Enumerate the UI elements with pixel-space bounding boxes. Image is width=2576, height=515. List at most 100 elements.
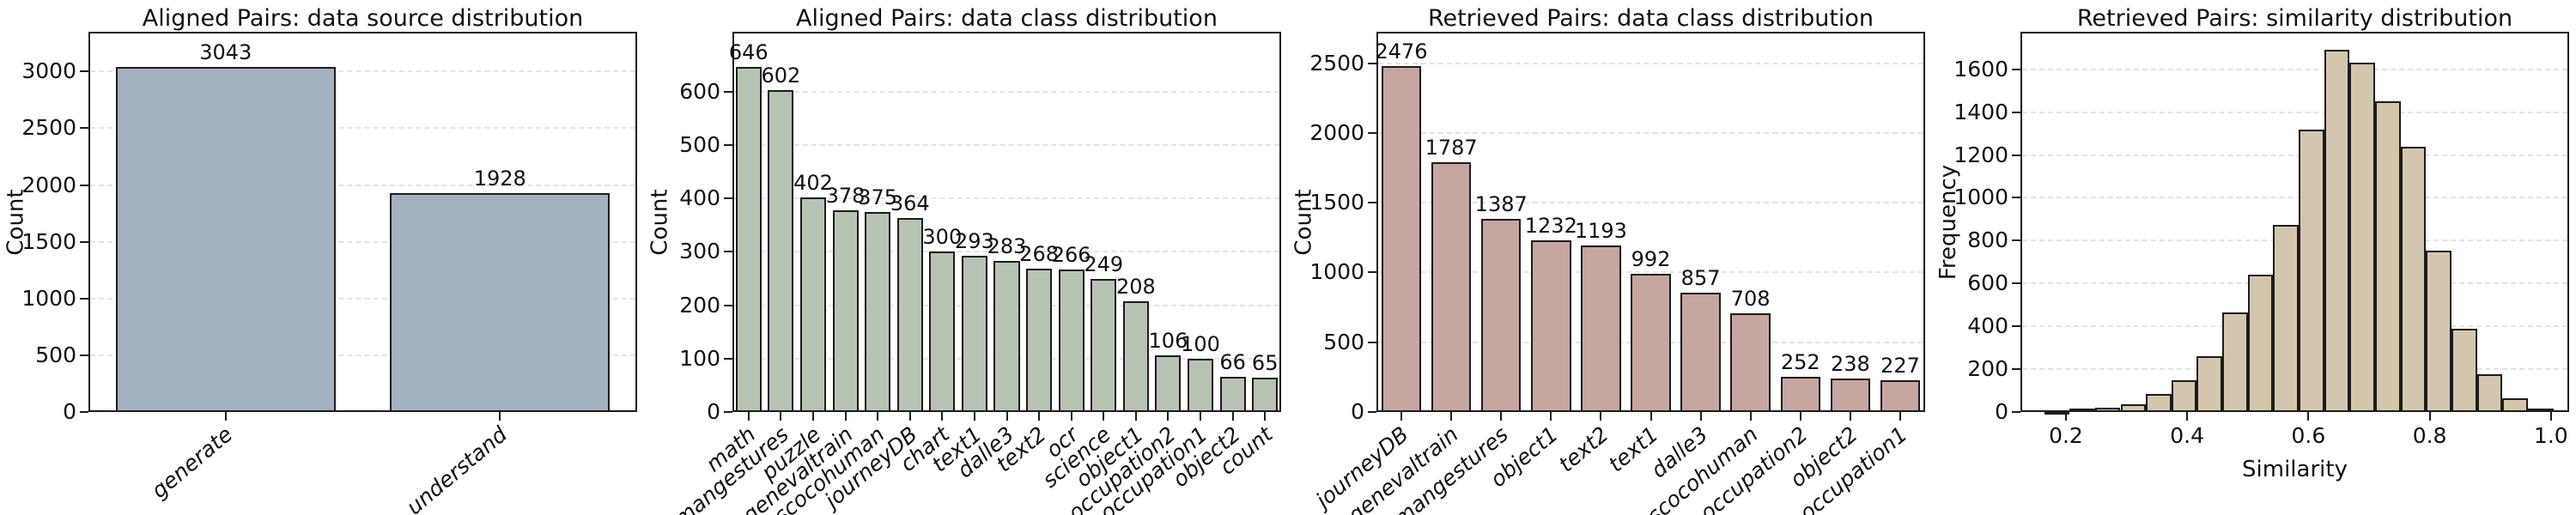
y-tick-mark [724,251,732,253]
histogram-bar [2299,129,2324,412]
subplot-aligned-class-distribution: Aligned Pairs: data class distribution C… [644,0,1288,515]
plot-frame [88,32,637,412]
bar [735,67,762,412]
bar-value-label: 378 [825,183,866,208]
bar-value-label: 992 [1631,246,1671,271]
histogram-bar [2375,101,2401,412]
y-tick-label: 2500 [1309,50,1364,76]
histogram-bar [2094,408,2121,412]
grid-line [90,70,635,73]
bar [1155,355,1182,412]
y-tick-mark [2012,197,2020,199]
bar-value-label: 1928 [473,167,526,191]
x-tick-mark [1231,412,1234,421]
x-tick-mark [1799,412,1801,421]
bar [1480,218,1522,412]
histogram-bar [2120,404,2147,412]
bar [1381,66,1422,412]
bar [390,193,611,412]
subplot-aligned-source-distribution: Aligned Pairs: data source distribution … [0,0,644,515]
y-tick-mark [80,297,88,300]
bar-value-label: 106 [1148,329,1188,354]
bar [929,251,956,412]
y-tick-label: 500 [35,342,76,367]
histogram-bar [2273,224,2300,412]
x-tick-mark [224,412,227,421]
y-tick-label: 300 [679,239,720,264]
grid-line [90,354,635,356]
bar-value-label: 227 [1880,354,1920,379]
histogram-bar [2044,410,2070,415]
bar [1531,239,1571,412]
x-tick-mark [1749,412,1752,421]
x-tick-mark [1264,412,1267,421]
bar-value-label: 293 [955,228,994,253]
x-tick-mark [2549,412,2552,421]
y-tick-label: 0 [707,399,720,424]
y-axis-label-wrap: Frequency [1935,32,1961,412]
y-tick-label: 2500 [21,115,76,141]
y-tick-label: 1500 [21,228,76,254]
grid-line [734,90,1279,93]
x-tick-mark [1200,412,1202,421]
y-tick-mark [2012,111,2020,113]
bar [1187,358,1214,412]
y-tick-label: 2000 [1309,119,1364,145]
x-tick-mark [1005,412,1008,421]
grid-line [90,127,635,130]
x-tick-mark [1038,412,1041,421]
y-tick-mark [1368,271,1376,274]
histogram-bar [2502,397,2528,412]
bar-value-label: 3043 [199,39,252,64]
y-tick-label: 200 [1967,356,2008,382]
grid-line [2022,68,2567,70]
x-tick-mark [811,412,814,421]
y-tick-label: 2000 [21,172,76,197]
y-tick-mark [724,197,732,200]
y-axis-label: Frequency [1935,164,1962,280]
y-tick-mark [80,354,88,356]
bar [832,209,859,412]
bar [1780,377,1820,412]
y-tick-mark [1368,62,1376,64]
histogram-bar [2171,379,2197,412]
bar [1058,270,1084,412]
y-tick-label: 400 [679,185,720,211]
y-tick-label: 500 [679,131,720,157]
y-tick-label: 800 [1967,227,2008,253]
y-tick-label: 1000 [21,285,76,311]
y-tick-label: 1000 [1309,259,1364,285]
bar [768,90,794,412]
x-tick-mark [2186,412,2189,421]
bar-value-label: 283 [987,233,1027,258]
y-tick-mark [1368,341,1376,343]
y-tick-label: 0 [1351,399,1364,424]
x-tick-mark [2064,412,2067,421]
y-tick-mark [2012,325,2020,328]
bar [993,260,1020,412]
y-tick-mark [2012,411,2020,413]
grid-line [1378,131,1923,134]
bar-value-label: 268 [1019,242,1059,267]
x-tick-mark [1450,412,1453,421]
grid-line [2022,197,2567,199]
x-tick-mark [1699,412,1702,421]
histogram-bar [2476,374,2503,412]
x-tick-mark [747,412,750,421]
y-tick-mark [2012,368,2020,371]
y-tick-mark [80,127,88,130]
y-tick-mark [2012,154,2020,156]
x-tick-mark [1134,412,1137,421]
x-tick-mark [780,412,782,421]
histogram-bar [2400,146,2427,412]
x-tick-label: 0.4 [2170,423,2205,448]
y-tick-label: 0 [63,399,76,424]
chart-title: Aligned Pairs: data class distribution [796,5,1218,32]
histogram-bar [2247,275,2274,412]
bar [1631,273,1671,412]
y-tick-label: 500 [1323,329,1364,354]
x-tick-mark [941,412,944,421]
y-tick-mark [80,411,88,413]
bar-value-label: 252 [1780,350,1820,375]
x-tick-mark [1103,412,1105,421]
